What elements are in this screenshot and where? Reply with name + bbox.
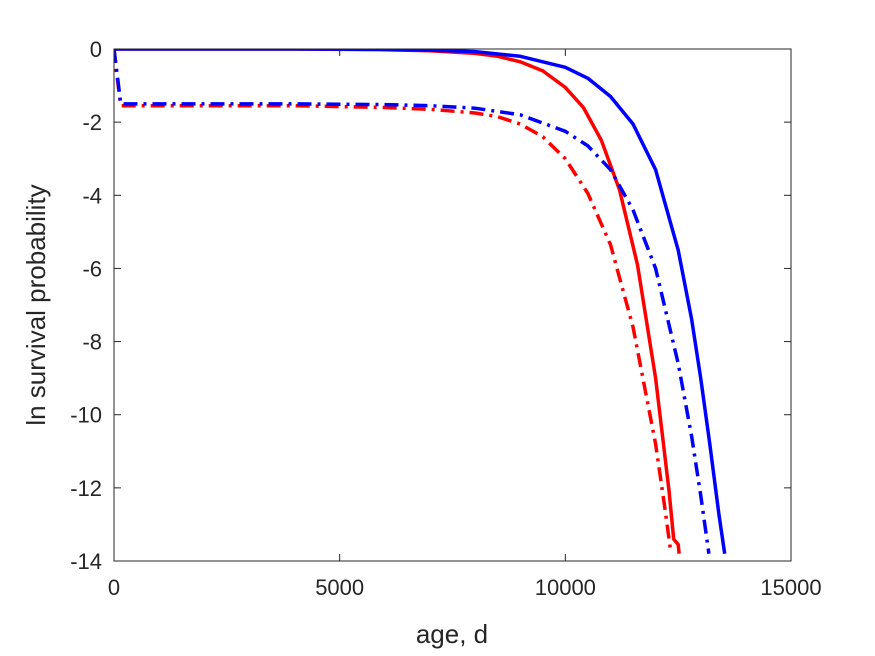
y-tick-label: -10 [70, 403, 102, 428]
y-tick-label: 0 [90, 37, 102, 62]
y-tick-label: -2 [82, 110, 102, 135]
x-tick-label: 15000 [760, 575, 821, 600]
x-tick-label: 10000 [535, 575, 596, 600]
y-tick-label: -14 [70, 549, 102, 574]
x-tick-label: 5000 [315, 575, 364, 600]
x-axis-label: age, d [416, 619, 488, 649]
series-line-3 [114, 49, 673, 551]
plot-area-background [114, 49, 791, 561]
y-tick-label: -12 [70, 476, 102, 501]
x-tick-label: 0 [108, 575, 120, 600]
plot-frame [113, 48, 792, 562]
series-line-4 [114, 49, 711, 554]
y-tick-label: -6 [82, 256, 102, 281]
y-axis-label: ln survival probability [21, 184, 51, 425]
y-tick-label: -8 [82, 330, 102, 355]
y-tick-label: -4 [82, 183, 102, 208]
ticks-layer: 0 5000 10000 15000 0 -2 -4 -6 -8 -10 -12 -14 [70, 37, 821, 600]
